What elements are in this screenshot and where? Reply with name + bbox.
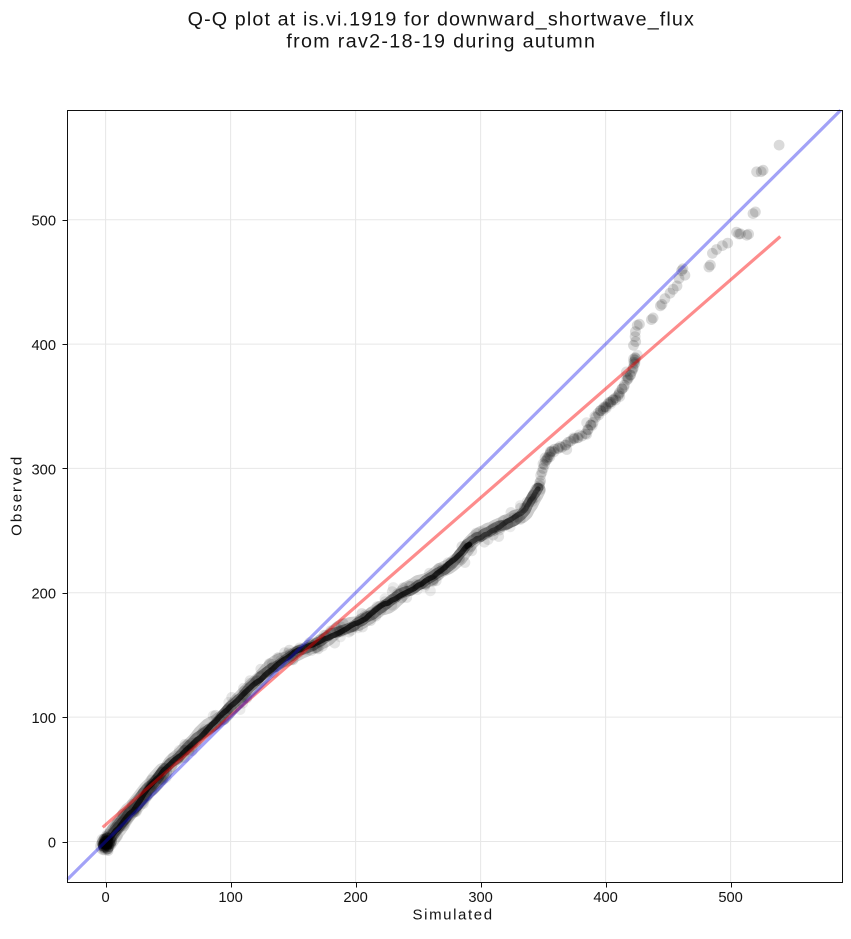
svg-text:Observed: Observed — [9, 455, 26, 536]
svg-text:100: 100 — [218, 890, 243, 906]
svg-text:100: 100 — [31, 711, 56, 727]
svg-text:from rav2-18-19 during autumn: from rav2-18-19 during autumn — [286, 30, 596, 52]
svg-text:200: 200 — [343, 890, 368, 906]
svg-text:400: 400 — [593, 890, 618, 906]
svg-text:200: 200 — [31, 587, 56, 603]
svg-text:0: 0 — [48, 835, 56, 851]
svg-text:Simulated: Simulated — [413, 906, 494, 923]
svg-text:0: 0 — [102, 890, 110, 906]
svg-text:400: 400 — [31, 338, 56, 354]
svg-text:Q-Q plot at is.vi.1919 for dow: Q-Q plot at is.vi.1919 for downward_shor… — [188, 9, 695, 31]
svg-text:300: 300 — [31, 462, 56, 478]
svg-text:300: 300 — [468, 890, 493, 906]
svg-text:500: 500 — [718, 890, 743, 906]
svg-text:500: 500 — [31, 214, 56, 230]
